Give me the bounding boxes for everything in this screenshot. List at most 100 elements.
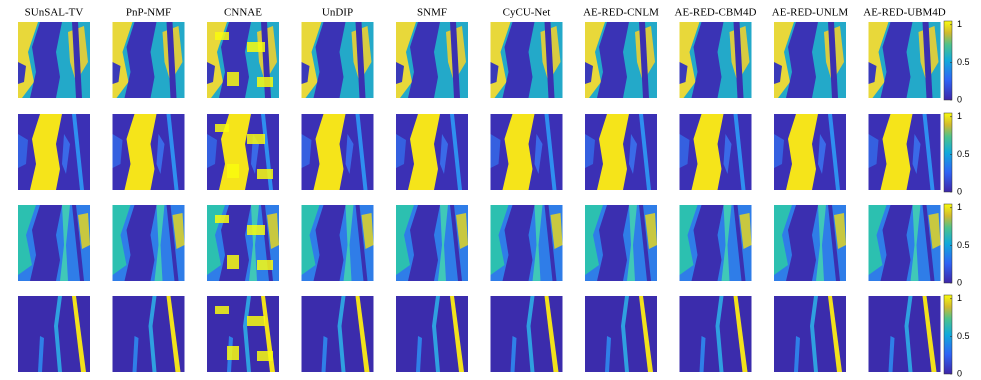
- map-noise: [227, 72, 239, 86]
- map-image: [490, 114, 563, 190]
- abundance-map: [301, 22, 374, 98]
- map-image: [774, 296, 846, 372]
- map-image: [112, 296, 185, 372]
- colorbar-tick-label: 1: [957, 19, 962, 29]
- map-noise: [215, 306, 229, 314]
- abundance-map: [774, 114, 846, 190]
- map-image: [585, 296, 657, 372]
- column-title: UnDIP: [322, 7, 353, 19]
- column-title: SNMF: [417, 7, 447, 19]
- map-image: [679, 296, 752, 372]
- map-noise: [257, 260, 273, 270]
- abundance-map: [112, 114, 185, 190]
- map-image: [868, 22, 941, 98]
- abundance-map: [207, 114, 279, 190]
- abundance-map: [585, 205, 657, 281]
- map-image: [301, 205, 374, 281]
- map-noise: [215, 32, 229, 40]
- abundance-map: [585, 296, 657, 372]
- map-noise: [215, 124, 229, 132]
- column-title: AE-RED-UBM4D: [863, 7, 946, 19]
- colorbar-tick-label: 0: [957, 94, 962, 104]
- map-image: [679, 22, 752, 98]
- map-image: [868, 205, 941, 281]
- abundance-map: [112, 296, 185, 372]
- abundance-map: [18, 205, 90, 281]
- abundance-map: [868, 296, 941, 372]
- colorbar-tick-label: 0: [957, 368, 962, 378]
- abundance-map: [112, 205, 185, 281]
- map-image: [868, 296, 941, 372]
- map-image: [585, 205, 657, 281]
- colorbar-tick-label: 0.5: [957, 331, 970, 341]
- map-image: [112, 205, 185, 281]
- column-title: AE-RED-CNLM: [583, 7, 659, 19]
- map-image: [18, 205, 90, 281]
- map-image: [18, 296, 90, 372]
- abundance-map: [490, 296, 563, 372]
- map-image: [490, 22, 563, 98]
- map-image: [396, 114, 468, 190]
- map-image: [774, 114, 846, 190]
- abundance-map: [396, 296, 468, 372]
- column-title: SUnSAL-TV: [25, 7, 84, 19]
- abundance-map: [868, 205, 941, 281]
- colorbar: [943, 112, 953, 193]
- map-image: [774, 205, 846, 281]
- map-noise: [247, 42, 265, 52]
- abundance-map: [490, 22, 563, 98]
- abundance-map: [396, 114, 468, 190]
- map-image: [112, 114, 185, 190]
- colorbar-tick-label: 1: [957, 293, 962, 303]
- map-image: [396, 296, 468, 372]
- abundance-map: [774, 205, 846, 281]
- map-noise: [227, 346, 239, 360]
- abundance-map: [585, 114, 657, 190]
- abundance-map: [679, 296, 752, 372]
- column-title: CNNAE: [224, 7, 262, 19]
- abundance-map: [301, 205, 374, 281]
- abundance-map: [774, 22, 846, 98]
- abundance-map: [207, 22, 279, 98]
- abundance-map: [18, 114, 90, 190]
- colorbar: [943, 294, 953, 375]
- map-noise: [215, 215, 229, 223]
- abundance-map: [868, 22, 941, 98]
- abundance-map: [207, 296, 279, 372]
- colorbar: [943, 203, 953, 284]
- colorbar-tick-label: 1: [957, 202, 962, 212]
- abundance-map: [207, 205, 279, 281]
- map-image: [490, 296, 563, 372]
- abundance-map: [679, 205, 752, 281]
- abundance-map: [490, 205, 563, 281]
- map-image: [679, 114, 752, 190]
- abundance-map: [585, 22, 657, 98]
- map-noise: [227, 255, 239, 269]
- colorbar-tick-label: 0.5: [957, 240, 970, 250]
- map-noise: [247, 316, 265, 326]
- abundance-map: [679, 114, 752, 190]
- map-image: [301, 296, 374, 372]
- map-image: [301, 22, 374, 98]
- map-image: [18, 114, 90, 190]
- map-image: [112, 22, 185, 98]
- map-noise: [257, 351, 273, 361]
- abundance-map: [18, 296, 90, 372]
- abundance-map: [112, 22, 185, 98]
- map-image: [396, 205, 468, 281]
- map-image: [585, 22, 657, 98]
- map-image: [490, 205, 563, 281]
- map-image: [774, 22, 846, 98]
- column-title: PnP-NMF: [126, 7, 171, 19]
- colorbar-tick-label: 0: [957, 277, 962, 287]
- map-image: [301, 114, 374, 190]
- abundance-map: [868, 114, 941, 190]
- map-image: [585, 114, 657, 190]
- colorbar-tick-label: 0.5: [957, 57, 970, 67]
- column-title: AE-RED-UNLM: [772, 7, 849, 19]
- abundance-map: [774, 296, 846, 372]
- map-noise: [247, 134, 265, 144]
- abundance-map: [301, 114, 374, 190]
- map-noise: [247, 225, 265, 235]
